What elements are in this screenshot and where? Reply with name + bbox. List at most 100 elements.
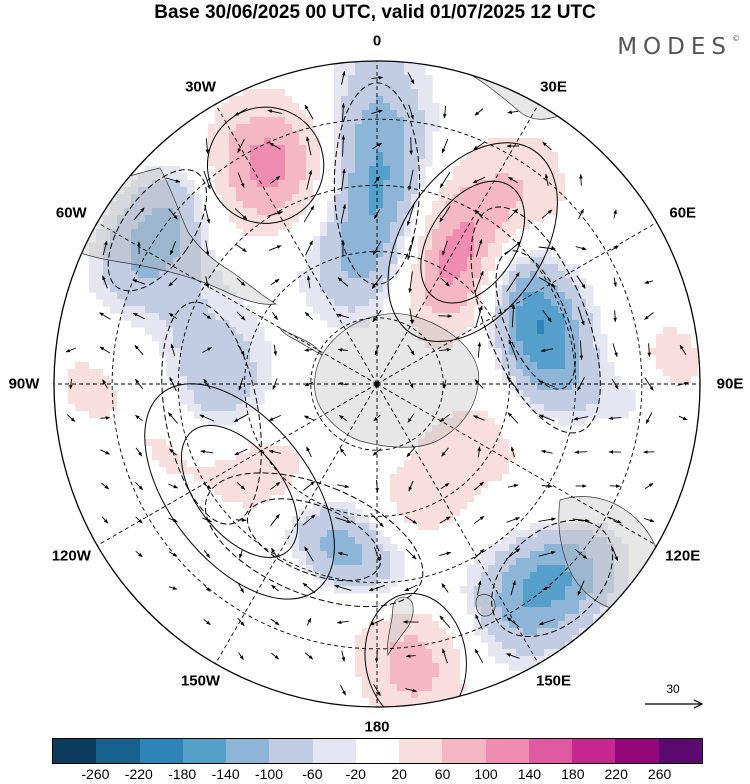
anomaly-cell [215, 369, 223, 377]
anomaly-cell [453, 306, 461, 314]
anomaly-cell [369, 138, 377, 146]
anomaly-cell [691, 376, 699, 384]
anomaly-cell [572, 460, 580, 468]
anomaly-cell [467, 215, 475, 223]
anomaly-cell [439, 663, 447, 671]
anomaly-cell [222, 103, 230, 111]
anomaly-cell [138, 467, 146, 475]
anomaly-cell [418, 110, 426, 118]
anomaly-cell [565, 166, 573, 174]
anomaly-cell [593, 320, 601, 328]
anomaly-cell [61, 369, 69, 377]
anomaly-cell [684, 404, 692, 412]
anomaly-cell [523, 432, 531, 440]
anomaly-cell [502, 278, 510, 286]
anomaly-cell [453, 208, 461, 216]
anomaly-cell [649, 348, 657, 356]
anomaly-cell [278, 460, 286, 468]
anomaly-cell [516, 586, 524, 594]
anomaly-cell [516, 453, 524, 461]
anomaly-cell [334, 75, 342, 83]
anomaly-cell [208, 355, 216, 363]
anomaly-cell [278, 586, 286, 594]
anomaly-cell [684, 313, 692, 321]
anomaly-cell [502, 649, 510, 657]
anomaly-cell [201, 124, 209, 132]
anomaly-cell [341, 537, 349, 545]
anomaly-cell [530, 180, 538, 188]
anomaly-cell [369, 194, 377, 202]
anomaly-cell [257, 194, 265, 202]
anomaly-cell [285, 180, 293, 188]
anomaly-cell [593, 341, 601, 349]
anomaly-cell [488, 621, 496, 629]
anomaly-cell [551, 138, 559, 146]
anomaly-cell [488, 474, 496, 482]
anomaly-cell [215, 376, 223, 384]
anomaly-cell [397, 159, 405, 167]
anomaly-cell [614, 390, 622, 398]
anomaly-cell [495, 607, 503, 615]
anomaly-cell [229, 355, 237, 363]
anomaly-cell [495, 411, 503, 419]
anomaly-cell [439, 236, 447, 244]
anomaly-cell [348, 656, 356, 664]
anomaly-cell [341, 677, 349, 685]
anomaly-cell [530, 593, 538, 601]
anomaly-cell [509, 544, 517, 552]
anomaly-cell [187, 474, 195, 482]
anomaly-cell [194, 362, 202, 370]
anomaly-cell [516, 600, 524, 608]
anomaly-cell [369, 264, 377, 272]
colorbar-tick-label: 180 [561, 766, 584, 782]
anomaly-cell [341, 89, 349, 97]
anomaly-cell [383, 614, 391, 622]
anomaly-cell [488, 635, 496, 643]
anomaly-cell [313, 110, 321, 118]
anomaly-cell [222, 110, 230, 118]
anomaly-cell [558, 453, 566, 461]
brand-logo: MODES© [617, 34, 740, 60]
anomaly-cell [194, 369, 202, 377]
anomaly-cell [222, 89, 230, 97]
anomaly-cell [495, 558, 503, 566]
anomaly-cell [327, 229, 335, 237]
anomaly-cell [117, 418, 125, 426]
anomaly-cell [229, 348, 237, 356]
anomaly-cell [397, 243, 405, 251]
anomaly-cell [194, 404, 202, 412]
anomaly-cell [390, 516, 398, 524]
anomaly-cell [89, 411, 97, 419]
anomaly-cell [103, 425, 111, 433]
anomaly-cell [565, 208, 573, 216]
anomaly-cell [194, 446, 202, 454]
anomaly-cell [194, 516, 202, 524]
anomaly-cell [75, 425, 83, 433]
anomaly-cell [61, 425, 69, 433]
anomaly-cell [96, 439, 104, 447]
anomaly-cell [439, 537, 447, 545]
anomaly-cell [243, 236, 251, 244]
anomaly-cell [439, 502, 447, 510]
anomaly-cell [397, 110, 405, 118]
anomaly-cell [131, 285, 139, 293]
anomaly-cell [614, 453, 622, 461]
anomaly-cell [551, 544, 559, 552]
anomaly-cell [432, 607, 440, 615]
anomaly-cell [327, 663, 335, 671]
anomaly-cell [250, 579, 258, 587]
anomaly-cell [467, 166, 475, 174]
anomaly-cell [250, 355, 258, 363]
anomaly-cell [516, 614, 524, 622]
anomaly-cell [404, 96, 412, 104]
anomaly-cell [474, 509, 482, 517]
anomaly-cell [425, 614, 433, 622]
anomaly-cell [390, 159, 398, 167]
anomaly-cell [544, 369, 552, 377]
anomaly-cell [544, 642, 552, 650]
anomaly-cell [229, 173, 237, 181]
anomaly-cell [215, 488, 223, 496]
anomaly-cell [383, 656, 391, 664]
anomaly-cell [495, 117, 503, 125]
anomaly-cell [271, 166, 279, 174]
